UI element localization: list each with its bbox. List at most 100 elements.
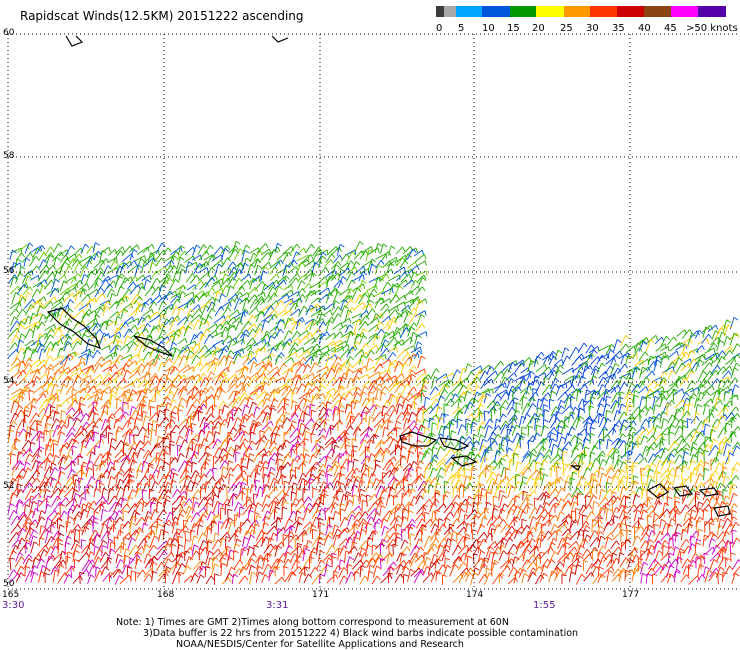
wind-barb (305, 351, 317, 359)
wind-barb (156, 378, 161, 390)
wind-barb-flag (141, 363, 146, 368)
wind-barb-flag (184, 378, 188, 384)
wind-barb-flag (641, 380, 645, 386)
wind-barb-flag (629, 391, 634, 396)
wind-barb (94, 267, 101, 276)
wind-barb-flag (273, 391, 279, 394)
wind-barb-flag (593, 349, 598, 354)
wind-barb-flag (650, 355, 655, 359)
wind-barb (722, 404, 726, 416)
wind-barb-flag (189, 395, 194, 400)
wind-barb (59, 287, 69, 296)
wind-barb (316, 306, 322, 319)
wind-barb (108, 293, 113, 304)
wind-barb-flag (653, 361, 658, 366)
wind-barb-flag (199, 262, 204, 268)
wind-barb (604, 365, 611, 375)
wind-barb-flag (710, 398, 714, 404)
wind-barb (610, 400, 617, 410)
wind-barb (283, 330, 290, 340)
wind-barb-flag (75, 351, 80, 356)
wind-barb (605, 344, 612, 355)
wind-barb-flag (97, 250, 102, 256)
wind-barb-flag (32, 405, 37, 409)
wind-barb-flag (39, 305, 45, 309)
wind-barb-flag (255, 298, 260, 303)
wind-barb-flag (128, 395, 133, 401)
wind-barb-flag (19, 395, 25, 399)
wind-barb-flag (105, 279, 110, 284)
wind-barb (113, 344, 118, 358)
wind-barb (309, 318, 315, 331)
wind-barb (381, 251, 389, 261)
wind-barb-flag (274, 309, 278, 315)
wind-barb-flag (28, 357, 33, 362)
wind-barb (294, 405, 297, 415)
wind-barb-flag (400, 395, 405, 400)
wind-barb-flag (101, 356, 105, 362)
wind-barb (148, 399, 151, 410)
wind-barb (157, 323, 163, 333)
wind-barb (339, 359, 349, 369)
wind-barb (413, 350, 419, 360)
wind-barb (297, 335, 307, 345)
wind-barb-flag (12, 249, 17, 254)
wind-barb (638, 358, 648, 366)
wind-barb-flag (203, 244, 208, 249)
wind-barb (217, 355, 225, 366)
wind-barb-flag (616, 339, 622, 343)
wind-barb (212, 347, 218, 358)
wind-barb (490, 408, 493, 422)
wind-barb-flag (729, 349, 733, 355)
wind-barb-flag (36, 369, 41, 374)
wind-barb-flag (690, 368, 694, 374)
wind-barb (108, 358, 118, 367)
wind-barb-flag (122, 262, 125, 268)
wind-barb (611, 367, 619, 380)
wind-barb-flag (329, 394, 335, 399)
wind-barb (340, 253, 348, 262)
wind-barb (24, 339, 34, 347)
wind-barb (95, 304, 104, 311)
wind-barb-flag (380, 260, 385, 265)
wind-barb (310, 297, 319, 305)
wind-barb (206, 254, 213, 267)
wind-barb (393, 361, 399, 372)
wind-barb (46, 367, 51, 381)
wind-barb-flag (179, 307, 185, 311)
wind-barb (372, 335, 377, 346)
wind-barb (17, 333, 22, 344)
wind-barb-flag (224, 404, 229, 409)
wind-barb-flag (398, 313, 404, 318)
wind-barb-flag (364, 321, 369, 326)
wind-barb (64, 299, 71, 312)
wind-barb-flag (63, 310, 68, 315)
wind-barb (161, 318, 167, 332)
wind-barb (353, 400, 357, 410)
wind-barb (331, 345, 343, 353)
wind-barb-flag (99, 363, 104, 368)
wind-barb-flag (674, 359, 678, 365)
wind-barb-flag (594, 368, 600, 373)
wind-barb-flag (27, 275, 33, 280)
wind-barb (646, 361, 655, 372)
wind-barb (464, 363, 469, 373)
wind-barb (120, 308, 125, 318)
wind-barb-flag (89, 303, 92, 309)
wind-barb-flag (334, 269, 337, 275)
wind-barb (190, 343, 198, 352)
wind-barb (345, 356, 351, 365)
wind-barb-flag (645, 376, 650, 382)
wind-barb-flag (50, 405, 56, 409)
wind-barb (540, 366, 550, 376)
wind-barb (324, 303, 334, 311)
wind-barb (17, 244, 28, 254)
wind-barb-flag (268, 363, 273, 368)
wind-barb (15, 347, 22, 360)
wind-barb (39, 285, 44, 295)
wind-barb-flag (675, 383, 679, 389)
wind-barb (226, 272, 235, 282)
wind-barb-flag (707, 338, 709, 344)
wind-barb (413, 392, 423, 401)
wind-barb (136, 398, 144, 409)
